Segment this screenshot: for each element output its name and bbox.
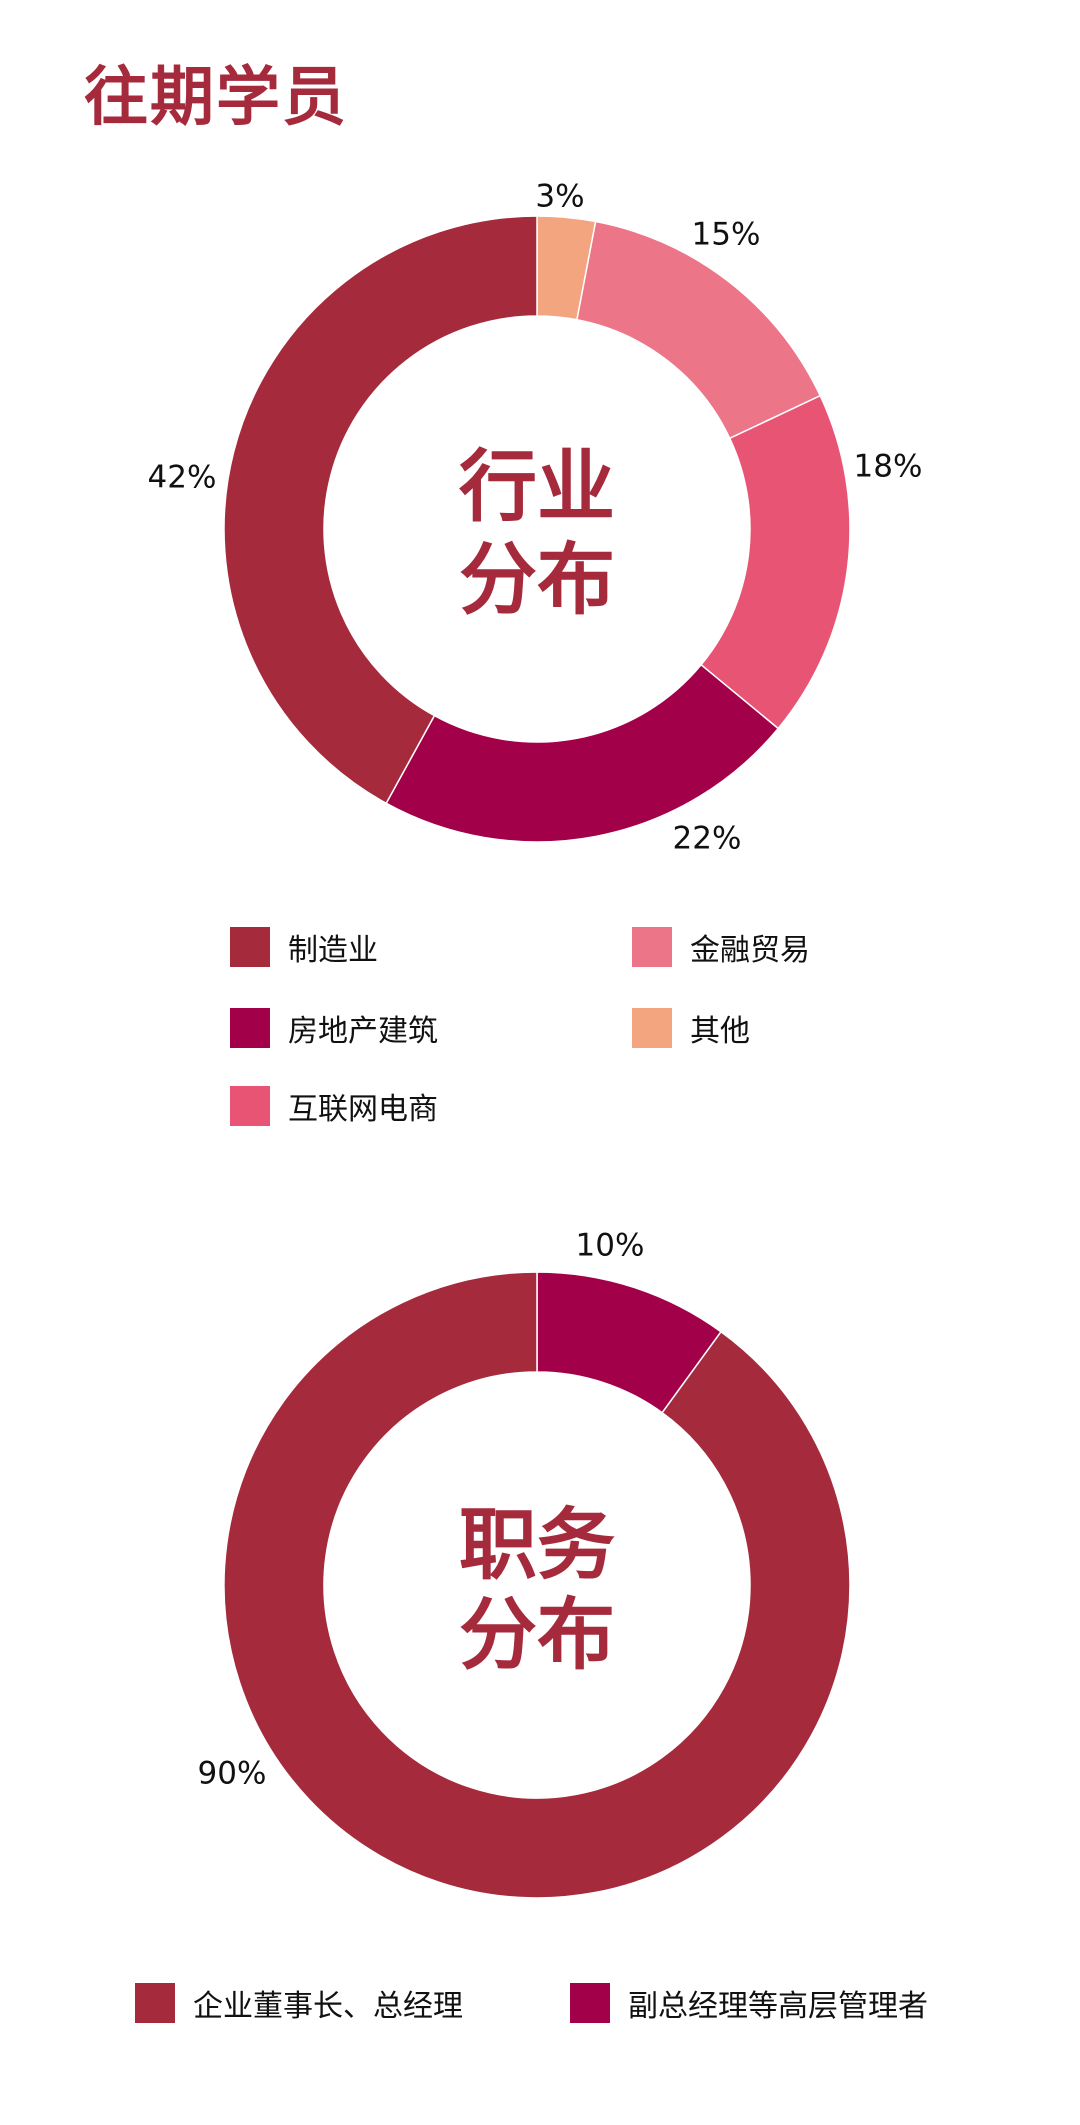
data-label: 90% (198, 1756, 267, 1792)
center-label: 行业 (459, 442, 615, 532)
page-title: 往期学员 (84, 61, 348, 135)
legend-label: 房地产建筑 (288, 1014, 438, 1049)
legend-swatch (230, 1086, 270, 1126)
center-label: 分布 (459, 535, 615, 625)
legend-label: 副总经理等高层管理者 (628, 1989, 928, 2024)
data-label: 3% (535, 179, 584, 215)
legend-item: 其他 (632, 1006, 750, 1050)
data-label: 15% (692, 217, 761, 253)
legend-swatch (230, 1008, 270, 1048)
legend-swatch (632, 927, 672, 967)
legend-swatch (570, 1983, 610, 2023)
legend-swatch (632, 1008, 672, 1048)
donut-slice-1-5 (223, 215, 538, 805)
legend-item: 金融贸易 (632, 925, 810, 969)
legend-item: 副总经理等高层管理者 (570, 1981, 928, 2025)
legend-label: 企业董事长、总经理 (193, 1989, 463, 2024)
legend-label: 金融贸易 (690, 933, 810, 968)
legend-swatch (135, 1983, 175, 2023)
legend-item: 互联网电商 (230, 1084, 438, 1128)
legend-item: 企业董事长、总经理 (135, 1981, 463, 2025)
center-label: 职务 (459, 1500, 615, 1590)
data-label: 22% (673, 821, 742, 857)
legend-label: 制造业 (288, 933, 378, 968)
legend-item: 房地产建筑 (230, 1006, 438, 1050)
donut-slice-1-4 (385, 663, 780, 843)
data-label: 42% (148, 460, 217, 496)
legend-swatch (230, 927, 270, 967)
data-label: 18% (854, 449, 923, 485)
legend-label: 其他 (690, 1014, 750, 1049)
legend-item: 制造业 (230, 925, 378, 969)
donut-slice-1-3 (700, 394, 851, 730)
legend-label: 互联网电商 (288, 1092, 438, 1127)
data-label: 10% (576, 1228, 645, 1264)
donut-slice-2-2 (223, 1271, 851, 1899)
center-label: 分布 (459, 1590, 615, 1680)
donut-slice-1-2 (576, 220, 822, 440)
